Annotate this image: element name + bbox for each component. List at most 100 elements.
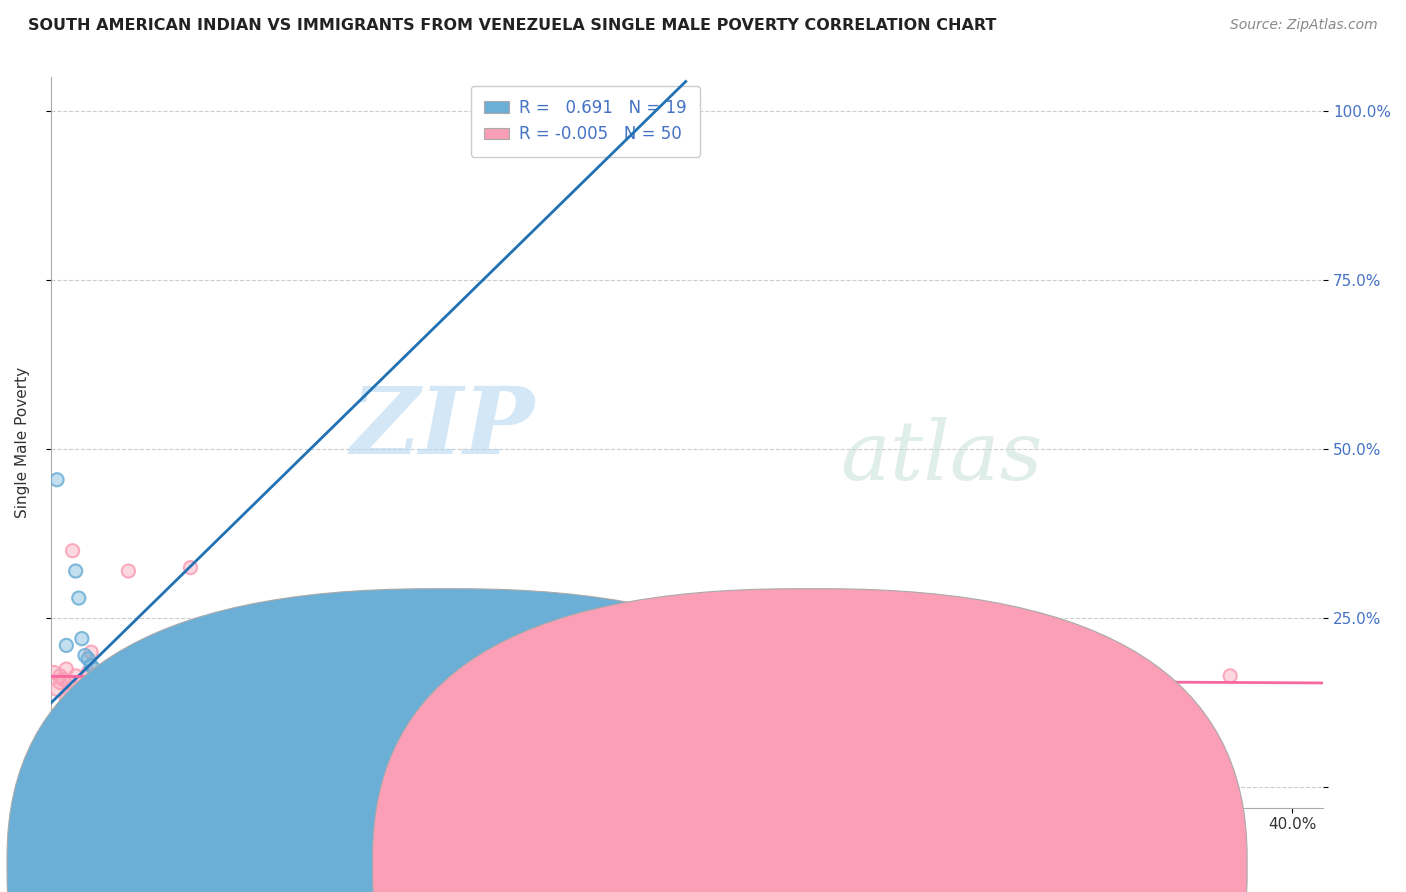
Point: [108, 686, 131, 700]
Point: [1219, 669, 1241, 683]
Point: [111, 686, 134, 700]
Point: [80, 645, 103, 659]
Point: [412, 682, 434, 697]
Point: [62, 543, 84, 558]
Point: [132, 682, 155, 697]
Point: [80, 658, 103, 673]
Point: [62, 686, 84, 700]
Point: [70, 675, 93, 690]
Point: [52, 672, 75, 686]
Point: [83, 662, 105, 676]
Point: [117, 662, 139, 676]
Point: [58, 675, 80, 690]
Point: [98, 682, 121, 697]
Point: [474, 128, 496, 142]
Point: [142, 692, 165, 706]
Point: [46, 473, 69, 487]
Point: [62, 543, 84, 558]
Point: [89, 672, 111, 686]
Point: [49, 675, 72, 690]
Point: [46, 682, 69, 697]
Point: [55, 662, 77, 676]
Point: [108, 682, 131, 697]
Point: [117, 689, 139, 703]
Point: [52, 672, 75, 686]
Point: [65, 564, 87, 578]
Point: [132, 682, 155, 697]
Point: [89, 672, 111, 686]
Text: ZIP: ZIP: [350, 383, 534, 473]
Point: [70, 689, 93, 703]
Legend: R =   0.691   N = 19, R = -0.005   N = 50: R = 0.691 N = 19, R = -0.005 N = 50: [471, 86, 700, 157]
Point: [242, 686, 264, 700]
Point: [1219, 669, 1241, 683]
Point: [86, 675, 108, 690]
Point: [350, 675, 373, 690]
Point: [62, 686, 84, 700]
Point: [98, 692, 121, 706]
Point: [124, 682, 146, 697]
Point: [77, 669, 100, 683]
Point: [148, 696, 170, 710]
Point: [101, 682, 124, 697]
Point: [70, 632, 93, 646]
Point: [98, 682, 121, 697]
Point: [157, 675, 180, 690]
Point: [83, 679, 105, 693]
Point: [65, 669, 87, 683]
Point: [73, 686, 96, 700]
Point: [257, 675, 280, 690]
Point: [121, 675, 143, 690]
Point: [46, 682, 69, 697]
Point: [127, 669, 149, 683]
Point: [108, 686, 131, 700]
Point: [93, 689, 115, 703]
Point: [474, 128, 496, 142]
Point: [288, 682, 311, 697]
Point: [179, 560, 201, 574]
Point: [70, 675, 93, 690]
Point: [105, 672, 128, 686]
Point: [139, 669, 162, 683]
Point: [55, 692, 77, 706]
Point: [211, 682, 233, 697]
Text: Immigrants from Venezuela: Immigrants from Venezuela: [780, 857, 991, 872]
Point: [412, 682, 434, 697]
Point: [73, 686, 96, 700]
Point: [117, 564, 139, 578]
Point: [226, 699, 249, 714]
Point: [117, 689, 139, 703]
Point: [65, 564, 87, 578]
Point: [163, 686, 186, 700]
Point: [55, 692, 77, 706]
Point: [93, 679, 115, 693]
Point: [117, 662, 139, 676]
Point: [77, 652, 100, 666]
Point: [46, 473, 69, 487]
Point: [93, 689, 115, 703]
Point: [73, 648, 96, 663]
Point: [67, 591, 90, 605]
Point: [96, 675, 118, 690]
Point: [70, 689, 93, 703]
Point: [42, 665, 65, 680]
Point: [105, 672, 128, 686]
Text: atlas: atlas: [839, 417, 1042, 497]
Point: [108, 682, 131, 697]
Point: [226, 699, 249, 714]
Point: [86, 672, 108, 686]
Point: [148, 682, 170, 697]
Point: [73, 648, 96, 663]
Point: [319, 679, 342, 693]
Point: [101, 682, 124, 697]
Point: [55, 639, 77, 653]
Point: [77, 665, 100, 680]
Point: [77, 669, 100, 683]
Point: [121, 675, 143, 690]
Point: [157, 675, 180, 690]
Point: [319, 679, 342, 693]
Point: [96, 675, 118, 690]
Point: [83, 679, 105, 693]
Point: [49, 675, 72, 690]
Y-axis label: Single Male Poverty: Single Male Poverty: [15, 367, 30, 518]
